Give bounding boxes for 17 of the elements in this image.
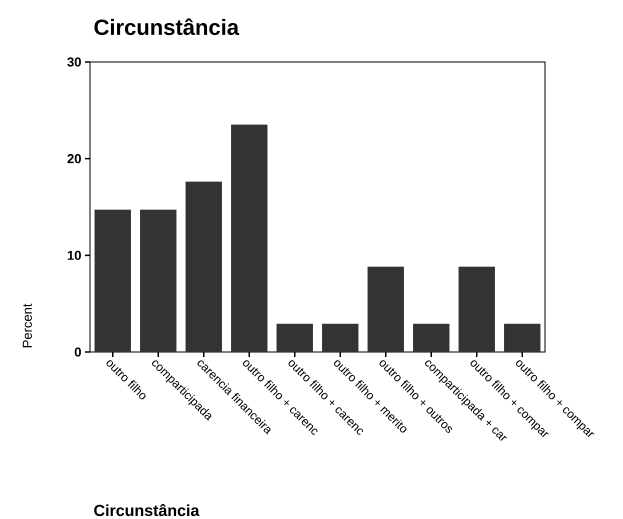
bar (368, 266, 404, 352)
bar (276, 324, 313, 352)
bar (322, 324, 358, 352)
bar (94, 210, 131, 352)
bar (413, 324, 450, 352)
bar (504, 324, 540, 352)
bar (231, 124, 268, 352)
y-tick-label: 30 (67, 57, 81, 67)
bar (140, 210, 176, 352)
y-axis-title: Percent (22, 304, 32, 348)
bar (186, 182, 222, 352)
y-tick-label: 0 (74, 347, 81, 357)
y-tick-label: 10 (68, 250, 81, 260)
x-axis-title: Circunstância (94, 504, 200, 516)
bar (458, 266, 495, 352)
chart-title: Circunstância (94, 18, 240, 36)
y-tick-label: 20 (67, 154, 81, 164)
